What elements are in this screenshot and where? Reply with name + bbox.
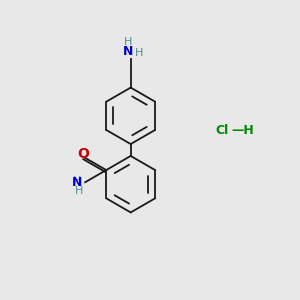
Text: H: H	[124, 38, 132, 47]
Text: —H: —H	[232, 124, 254, 137]
Text: H: H	[73, 176, 81, 186]
Text: Cl: Cl	[215, 124, 229, 137]
Text: O: O	[77, 147, 89, 161]
Text: H: H	[135, 48, 143, 59]
Text: N: N	[72, 176, 82, 189]
Text: N: N	[123, 45, 134, 58]
Text: H: H	[75, 186, 83, 196]
